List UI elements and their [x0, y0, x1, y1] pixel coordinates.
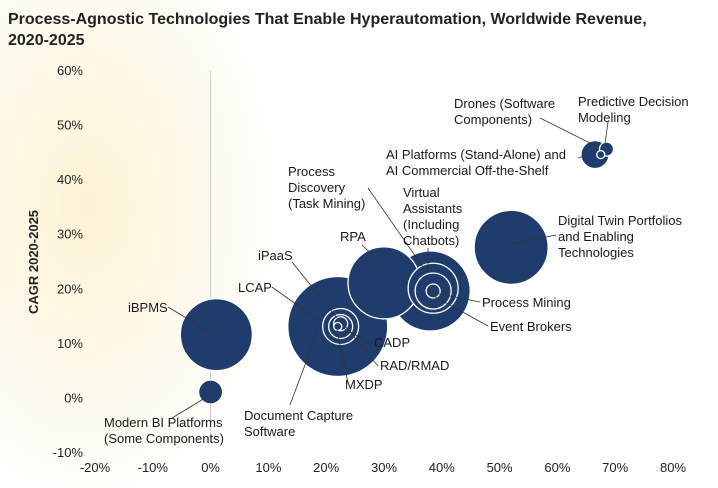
leader-line — [167, 306, 214, 335]
leader-line — [367, 187, 426, 271]
bubble-ibpms — [179, 298, 254, 372]
x-tick-label: 60% — [544, 460, 570, 475]
label-mxdp: MXDP — [345, 377, 383, 392]
x-tick-label: 80% — [660, 460, 686, 475]
label-drones-software-components: Drones (Software Components) — [454, 96, 555, 127]
y-axis-label: CAGR 2020-2025 — [26, 210, 41, 314]
x-tick-label: 10% — [255, 460, 281, 475]
x-tick-label: 70% — [602, 460, 628, 475]
bubble-drones-software-components — [596, 149, 606, 160]
label-modern-bi-platforms-some-components: Modern BI Platforms (Some Components) — [104, 415, 224, 446]
y-tick-label: 60% — [57, 63, 83, 78]
leader-line — [511, 234, 557, 245]
leader-line — [429, 293, 489, 327]
label-ibpms: iBPMS — [128, 300, 168, 315]
x-tick-label: 50% — [487, 460, 513, 475]
leader-line — [604, 121, 609, 145]
leader-line — [336, 329, 349, 384]
leader-line — [361, 244, 381, 263]
chart-title: Process-Agnostic Technologies That Enabl… — [8, 11, 647, 49]
x-tick-label: 40% — [429, 460, 455, 475]
leader-line — [429, 291, 481, 303]
label-rpa: RPA — [340, 229, 366, 244]
y-tick-label: 10% — [57, 336, 83, 351]
leader-line — [291, 261, 338, 319]
y-tick-label: 20% — [57, 281, 83, 296]
y-tick-label: 40% — [57, 172, 83, 187]
bubble-mxdp — [333, 321, 343, 332]
bubble-digital-twin-portfolios-and-enabling-technologies — [473, 209, 549, 286]
x-tick-label: 30% — [371, 460, 397, 475]
label-rad-rmad: RAD/RMAD — [380, 358, 449, 373]
label-ipaas: iPaaS — [258, 248, 293, 263]
y-tick-label: 50% — [57, 118, 83, 133]
x-tick-label: 20% — [313, 460, 339, 475]
label-lcap: LCAP — [238, 280, 272, 295]
leader-line — [539, 117, 597, 147]
x-tick-label: 0% — [201, 460, 220, 475]
label-process-discovery-task-mining: Process Discovery (Task Mining) — [288, 164, 365, 211]
x-tick-label: -10% — [138, 460, 169, 475]
label-process-mining: Process Mining — [482, 295, 571, 310]
leader-line — [344, 325, 379, 367]
leader-line — [271, 286, 319, 321]
label-event-brokers: Event Brokers — [490, 319, 572, 334]
leader-line — [171, 397, 206, 419]
y-tick-label: 0% — [64, 390, 83, 405]
leader-line — [289, 329, 319, 406]
label-cadp: CADP — [374, 335, 410, 350]
label-predictive-decision-modeling: Predictive Decision Modeling — [578, 94, 689, 125]
label-digital-twin-portfolios-and-enabling-technologies: Digital Twin Portfolios and Enabling Techn… — [558, 213, 683, 260]
label-document-capture-software: Document Capture Software — [244, 408, 353, 439]
bubble-modern-bi-platforms-some-components — [197, 379, 224, 405]
y-tick-label: -10% — [53, 445, 84, 460]
x-tick-label: -20% — [80, 460, 111, 475]
bubble-event-brokers — [425, 283, 441, 299]
leader-line — [342, 327, 373, 345]
label-virtual-assistants-including-chatbots: Virtual Assistants (Including Chatbots) — [403, 185, 463, 248]
leader-line — [577, 153, 591, 159]
y-tick-label: 30% — [57, 227, 83, 242]
label-ai-platforms-stand-alone-and-ai-commercial-off-the-shelf: AI Platforms (Stand-Alone) and AI Commerc… — [386, 147, 566, 178]
